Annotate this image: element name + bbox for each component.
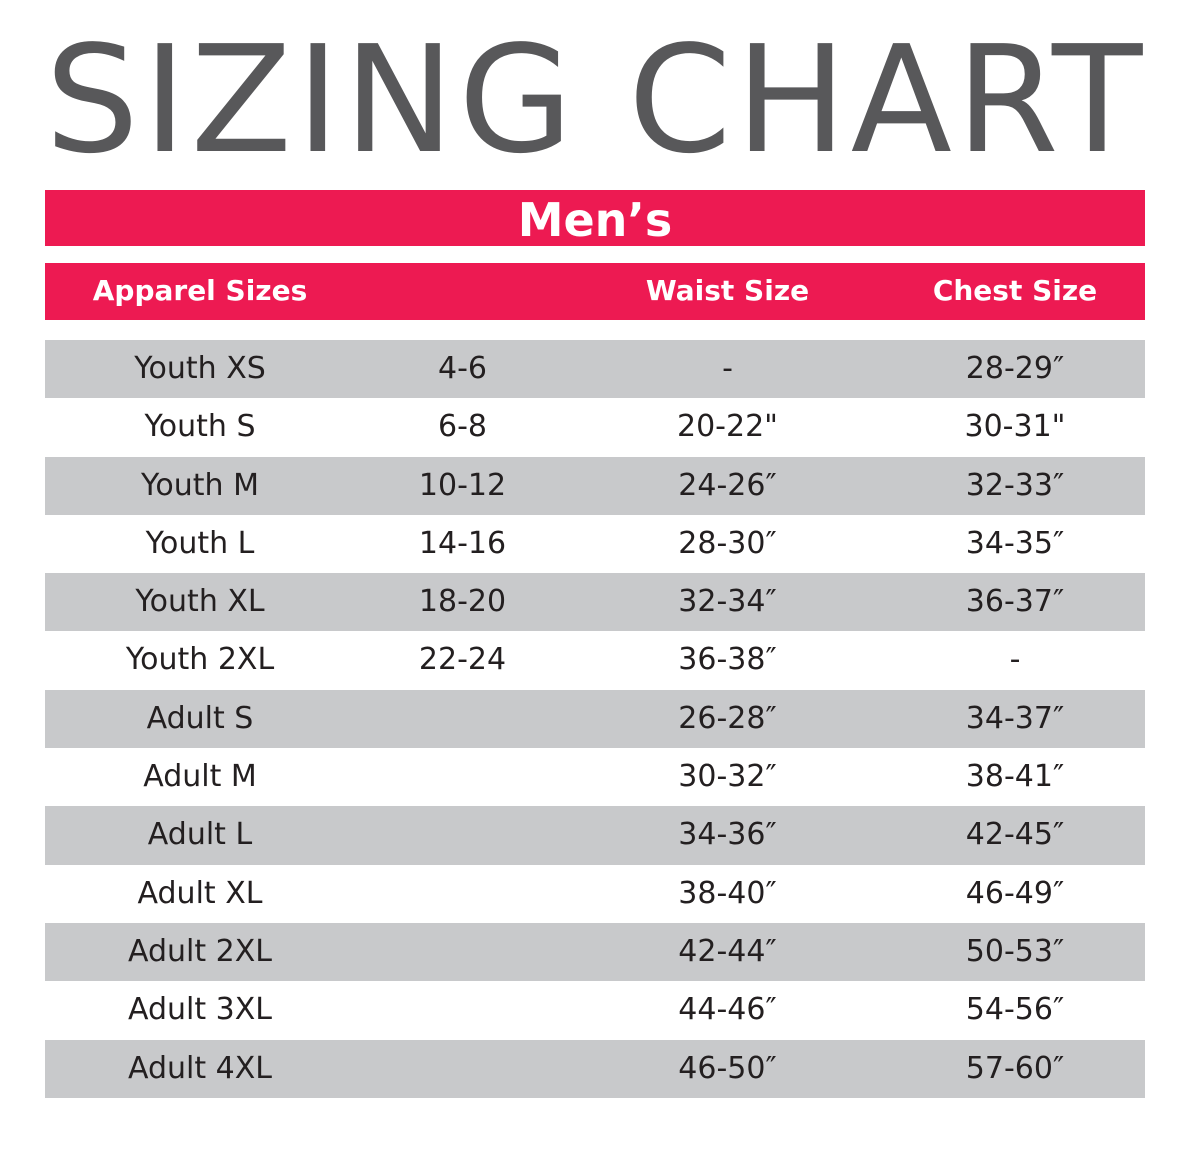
table-row: Youth XS 4-6 - 28-29″ <box>45 340 1145 399</box>
cell-chest-size: 38-41″ <box>965 759 1065 795</box>
section-banner-mens: Men’s <box>45 190 1145 246</box>
cell-apparel-size: Youth XL <box>135 584 265 620</box>
cell-waist-size: 34-36″ <box>678 817 777 853</box>
table-row: Adult 3XL 44-46″ 54-56″ <box>45 981 1145 1039</box>
cell-chest-size: 34-37″ <box>965 700 1065 736</box>
cell-waist-size: 42-44″ <box>678 933 777 969</box>
cell-waist-size: 38-40″ <box>678 875 777 911</box>
cell-numeric-size: 18-20 <box>418 584 507 620</box>
column-header-apparel-sizes: Apparel Sizes <box>92 274 308 307</box>
cell-numeric-size: 10-12 <box>418 467 507 503</box>
cell-chest-size: 50-53″ <box>965 933 1065 969</box>
column-header-waist-size: Waist Size <box>645 274 810 307</box>
cell-chest-size: 32-33″ <box>965 467 1065 503</box>
cell-waist-size: 44-46″ <box>678 992 777 1028</box>
cell-chest-size: 30-31" <box>964 409 1066 445</box>
table-row: Youth XL 18-20 32-34″ 36-37″ <box>45 573 1145 632</box>
cell-apparel-size: Youth M <box>141 467 259 503</box>
cell-chest-size: 28-29″ <box>965 351 1065 386</box>
cell-apparel-size: Adult XL <box>137 875 263 911</box>
cell-waist-size: 26-28″ <box>678 700 777 736</box>
cell-apparel-size: Adult 4XL <box>127 1050 273 1086</box>
cell-chest-size: 46-49″ <box>965 875 1065 911</box>
table-row: Youth 2XL 22-24 36-38″ - <box>45 631 1145 689</box>
cell-numeric-size: 14-16 <box>418 525 507 561</box>
table-row: Adult S 26-28″ 34-37″ <box>45 689 1145 749</box>
cell-waist-size: 20-22" <box>677 409 778 445</box>
cell-apparel-size: Youth XS <box>134 351 266 386</box>
cell-waist-size: 32-34″ <box>678 584 777 620</box>
column-header-numeric-size <box>355 263 570 320</box>
cell-apparel-size: Adult L <box>147 817 253 853</box>
cell-waist-size: 28-30″ <box>678 525 777 561</box>
cell-numeric-size: 4-6 <box>438 351 487 386</box>
table-row: Adult L 34-36″ 42-45″ <box>45 806 1145 865</box>
cell-apparel-size: Youth 2XL <box>125 642 275 678</box>
sizing-table-body: Youth XS 4-6 - 28-29″ Youth S 6-8 20-22"… <box>45 340 1145 1098</box>
table-row: Adult XL 38-40″ 46-49″ <box>45 865 1145 923</box>
cell-chest-size: - <box>1009 642 1021 678</box>
cell-numeric-size <box>355 1040 570 1098</box>
cell-chest-size: 42-45″ <box>965 817 1065 853</box>
cell-numeric-size <box>355 981 570 1039</box>
cell-apparel-size: Adult 3XL <box>127 992 273 1028</box>
page-title: SIZING CHART <box>45 14 1147 186</box>
cell-waist-size: 30-32″ <box>678 759 777 795</box>
cell-chest-size: 57-60″ <box>965 1050 1065 1086</box>
cell-apparel-size: Youth L <box>145 525 255 561</box>
table-row: Adult 2XL 42-44″ 50-53″ <box>45 922 1145 982</box>
table-row: Youth L 14-16 28-30″ 34-35″ <box>45 515 1145 573</box>
cell-numeric-size <box>355 865 570 923</box>
cell-numeric-size <box>355 806 570 864</box>
cell-apparel-size: Adult M <box>143 759 257 795</box>
cell-waist-size: 24-26″ <box>678 467 777 503</box>
table-row: Adult 4XL 46-50″ 57-60″ <box>45 1039 1145 1098</box>
cell-numeric-size: 22-24 <box>418 642 507 678</box>
cell-waist-size: 46-50″ <box>678 1050 777 1086</box>
table-row: Adult M 30-32″ 38-41″ <box>45 748 1145 806</box>
cell-numeric-size <box>355 690 570 748</box>
cell-waist-size: 36-38″ <box>678 642 777 678</box>
table-header-row: Apparel Sizes Waist Size Chest Size <box>45 263 1145 320</box>
table-row: Youth M 10-12 24-26″ 32-33″ <box>45 456 1145 515</box>
column-header-chest-size: Chest Size <box>932 274 1098 307</box>
cell-numeric-size <box>355 748 570 806</box>
cell-waist-size: - <box>722 351 733 386</box>
cell-apparel-size: Adult S <box>146 700 254 736</box>
cell-apparel-size: Youth S <box>144 409 256 445</box>
cell-chest-size: 34-35″ <box>965 525 1065 561</box>
cell-numeric-size <box>355 923 570 981</box>
cell-apparel-size: Adult 2XL <box>127 933 273 969</box>
cell-chest-size: 36-37″ <box>965 584 1065 620</box>
cell-numeric-size: 6-8 <box>438 409 487 445</box>
table-row: Youth S 6-8 20-22" 30-31" <box>45 398 1145 456</box>
cell-chest-size: 54-56″ <box>965 992 1065 1028</box>
